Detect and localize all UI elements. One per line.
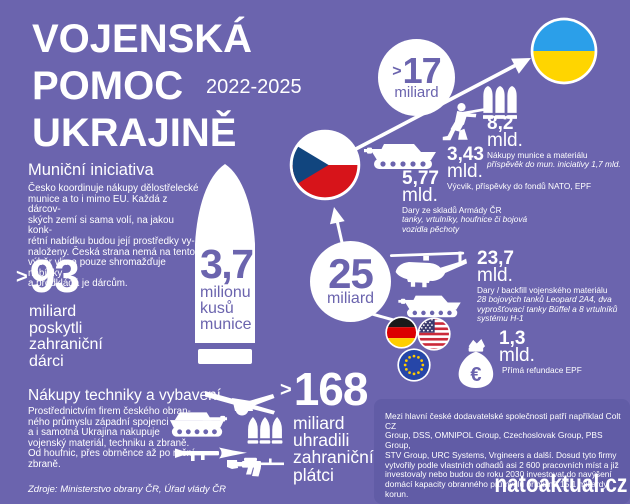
title-line-2: POMOC (32, 64, 184, 108)
page-title: VOJENSKÁ POMOC UKRAJINĚ (32, 16, 252, 157)
munition-initiative-body: Česko koordinuje nákupy dělostřelecké mu… (28, 183, 199, 290)
germany-flag-icon (385, 316, 418, 349)
shell-stat: 3,7 milionu kusů munice (193, 241, 257, 333)
stat-backfill-donations: 23,7 mld. Dary / backfill vojenského mat… (477, 248, 618, 323)
equipment-purchases-heading: Nákupy techniky a vybavení (28, 387, 221, 404)
sources-note: Zdroje: Ministerstvo obrany ČR, Úřad vlá… (28, 484, 226, 495)
rpg-launcher-icon (175, 443, 249, 462)
artillery-shell-icon (193, 162, 257, 368)
title-line-1: VOJENSKÁ (32, 17, 253, 61)
assault-rifle-icon (225, 456, 285, 481)
stat-munition-purchases: 8,2 mld. Nákupy munice a materiálu přísp… (487, 113, 621, 170)
artillery-shells-icon (247, 417, 283, 447)
total-17-circle: > 17 miliard (378, 39, 455, 116)
stat-training-nato-epf: 3,43 mld. Výcvik, příspěvky do fondů NAT… (447, 144, 592, 191)
rifle-cartridges-icon (483, 86, 517, 123)
shell-value: 3,7 (200, 241, 254, 287)
equipment-purchases-body: Prostřednictvím firem českého obran- néh… (28, 406, 195, 470)
suppliers-paragraph: Mezi hlavní české dodavatelské společnos… (385, 411, 621, 499)
kneeling-soldier-icon (437, 100, 485, 146)
munition-initiative-heading: Muniční iniciativa (28, 161, 154, 179)
tank-icon (364, 141, 444, 171)
greater-than-sign: > (16, 266, 28, 288)
czech-flag-icon (289, 129, 361, 201)
donors-93-label: miliard poskytli zahraniční dárci (29, 303, 103, 370)
ukraine-flag-icon (530, 17, 598, 85)
suppliers-panel (374, 399, 630, 504)
euro-symbol: € (470, 364, 481, 386)
shell-label: milionu kusů munice (200, 284, 252, 333)
payers-168-number: > 168 (280, 363, 368, 415)
tank-icon (168, 410, 228, 441)
payers-168-label: miliard uhradili zahraniční plátci (293, 413, 374, 485)
greater-than-sign: > (392, 62, 402, 80)
greater-than-sign: > (280, 379, 292, 401)
title-years: 2022-2025 (206, 76, 302, 98)
usa-flag-icon (417, 317, 451, 351)
euro-money-bag-icon: € (455, 336, 495, 391)
stat-epf-refund: 1,3 mld. Přímá refundace EPF (499, 328, 582, 375)
howitzer-icon (205, 389, 275, 417)
title-line-3: UKRAJINĚ (32, 111, 237, 155)
donors-93-number: > 93 (16, 250, 80, 302)
helicopter-icon (388, 250, 468, 294)
tank-icon (398, 293, 468, 319)
eu-flag-icon (397, 348, 431, 382)
brand-logo: natoaktual.cz (493, 470, 627, 498)
donated-25-circle: 25 miliard (310, 241, 391, 322)
stat-army-stock-donations: 5,77 mld. Dary ze skladů Armády ČR tanky… (402, 168, 528, 234)
